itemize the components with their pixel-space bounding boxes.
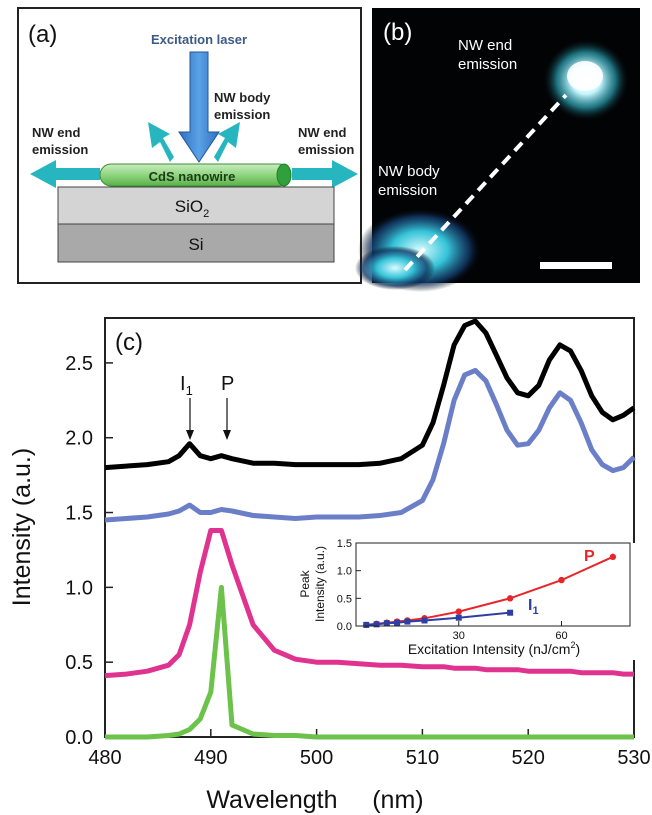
inset-legend-i1-text: I [528, 597, 532, 614]
panel-a: (a) Excitation laser NW body emission NW… [17, 7, 362, 284]
y-tick-label: 2.5 [65, 353, 93, 375]
inset-y-label-2: Intensity (a.u.) [313, 546, 327, 622]
y-tick-label: 2.0 [65, 428, 93, 450]
x-tick-label: 520 [512, 747, 545, 769]
panel-c-label: (c) [115, 329, 143, 356]
body-emission-arrows [148, 122, 240, 162]
sio2-text: SiO [175, 197, 203, 216]
b-body-emission-2: emission [378, 182, 437, 199]
body-emission-label-1: NW body [214, 90, 271, 105]
annotation-i1: I1 [180, 373, 193, 398]
spectrum-line-1 [104, 367, 636, 523]
end-emission-arrow-left [30, 160, 100, 188]
inset-point-i1 [507, 609, 514, 616]
inset-y-tick-label: 0.5 [337, 593, 352, 605]
panel-b: (b) NW end emission NW body emission [355, 8, 640, 292]
inset-legend-i1: I1 [528, 597, 539, 617]
inset-y-tick-label: 0.0 [337, 621, 352, 633]
inset-x-label-end: ) [575, 641, 580, 657]
nanowire-label: CdS nanowire [149, 169, 236, 184]
y-axis-label: Intensity (a.u.) [8, 448, 36, 606]
inset-point-i1 [421, 617, 428, 624]
inset-x-tick-label: 60 [555, 630, 567, 642]
x-tick-label: 490 [194, 747, 227, 769]
inset-series [363, 553, 617, 629]
body-emission-arrow-left [148, 122, 174, 162]
end-glow-core [567, 61, 603, 91]
panel-c: 480 490 500 510 520 530 0.0 0.5 1.0 1.5 2.0 2.5 (c)… [8, 317, 651, 814]
inset-x-label-text: Excitation Intensity (nJ/cm [408, 641, 571, 657]
annotation-i1-arrowhead [186, 430, 194, 440]
inset-point-i1 [455, 614, 462, 621]
inset-axis-ticks: 30 60 0.0 0.5 1.0 1.5 [337, 538, 568, 642]
annotation-p: P [221, 373, 234, 395]
x-tick-label: 530 [617, 747, 650, 769]
si-label: Si [188, 235, 203, 254]
end-emission-right-1: NW end [298, 125, 346, 140]
spectrum-line-0 [104, 318, 636, 471]
inset-x-label-sup: 2 [570, 640, 575, 650]
inset-point-p [506, 595, 514, 602]
sio2-label: SiO2 [175, 197, 209, 220]
inset-point-p [558, 576, 565, 584]
body-glow-2 [355, 246, 435, 290]
inset-point-i1 [373, 621, 380, 628]
excitation-laser-arrow [178, 51, 220, 163]
x-axis-label: Wavelength (nm) [206, 786, 423, 814]
panel-a-label: (a) [28, 21, 57, 48]
scale-bar [540, 262, 612, 269]
end-emission-arrow-right [292, 160, 358, 188]
nanowire-end-cap [276, 163, 292, 187]
excitation-laser-label: Excitation laser [151, 32, 247, 47]
nanowire-dashed-line [403, 93, 568, 272]
x-tick-label: 510 [406, 747, 439, 769]
end-emission-left-2: emission [32, 142, 88, 157]
annotation-p-arrowhead [223, 430, 231, 440]
inset-point-i1 [404, 618, 411, 625]
body-emission-label-2: emission [214, 107, 270, 122]
b-end-emission-2: emission [458, 56, 517, 73]
x-tick-label: 480 [88, 747, 121, 769]
inset-legend-i1-sub: 1 [532, 605, 538, 617]
inset-y-tick-label: 1.0 [337, 566, 352, 578]
main-series [104, 318, 636, 740]
x-tick-label: 500 [300, 747, 333, 769]
inset-point-i1 [394, 619, 401, 626]
inset-frame [355, 542, 631, 627]
inset-y-label-1: Peak [298, 569, 312, 597]
spectrum-line-2 [104, 528, 634, 679]
inset-legend-p: P [584, 548, 595, 565]
y-tick-label: 0.5 [65, 652, 93, 674]
b-end-emission-1: NW end [458, 37, 512, 54]
inset-chart: 30 60 0.0 0.5 1.0 1.5 Peak Intensity (a.u.) E… [298, 538, 638, 660]
y-tick-label: 1.5 [65, 503, 93, 525]
inset-point-p [455, 608, 462, 615]
end-emission-right-2: emission [298, 142, 354, 157]
annotation-i1-sub: 1 [186, 383, 193, 398]
inset-point-p [609, 553, 617, 561]
b-body-emission-1: NW body [378, 163, 440, 180]
end-emission-left-1: NW end [32, 125, 80, 140]
inset-point-i1 [383, 620, 390, 627]
y-tick-label: 1.0 [65, 577, 93, 599]
inset-x-tick-label: 30 [453, 630, 465, 642]
annotation-i1-text: I [180, 373, 186, 395]
sio2-subscript: 2 [203, 208, 209, 220]
y-tick-label: 0.0 [65, 727, 93, 749]
inset-x-label: Excitation Intensity (nJ/cm2) [408, 640, 580, 657]
panel-b-label: (b) [383, 19, 412, 46]
spectrum-line-3 [105, 584, 634, 740]
inset-point-i1 [363, 621, 370, 628]
inset-y-tick-label: 1.5 [337, 538, 352, 550]
si-layer [57, 223, 335, 263]
body-emission-arrow-right [214, 122, 240, 162]
main-axis-ticks: 480 490 500 510 520 530 0.0 0.5 1.0 1.5 2.0 2.5 [65, 353, 651, 769]
